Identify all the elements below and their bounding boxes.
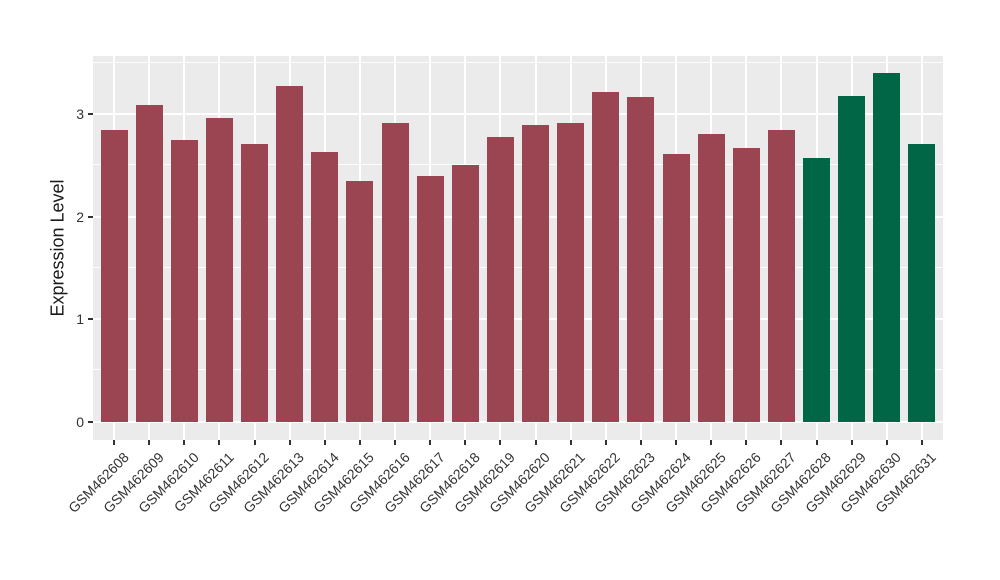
- x-tick-mark: [850, 440, 853, 445]
- y-tick-mark: [88, 318, 93, 320]
- x-tick-mark: [745, 440, 748, 445]
- bar-GSM462624: [662, 153, 690, 422]
- x-tick-mark: [288, 440, 291, 445]
- x-tick-mark: [639, 440, 642, 445]
- bar-GSM462622: [592, 91, 620, 422]
- bar-GSM462611: [205, 117, 233, 422]
- bar-GSM462617: [416, 175, 444, 422]
- bar-GSM462623: [627, 96, 655, 422]
- gridline-major: [93, 420, 943, 423]
- x-tick-mark: [218, 440, 221, 445]
- x-tick-mark: [113, 440, 116, 445]
- gridline-minor: [93, 164, 943, 166]
- x-tick-mark: [148, 440, 151, 445]
- bar-GSM462621: [557, 122, 585, 422]
- bar-GSM462626: [732, 147, 760, 422]
- x-tick-mark: [815, 440, 818, 445]
- x-tick-mark: [534, 440, 537, 445]
- gridline-minor: [93, 266, 943, 268]
- x-tick-mark: [394, 440, 397, 445]
- bar-GSM462613: [276, 85, 304, 422]
- x-tick-mark: [499, 440, 502, 445]
- bar-GSM462630: [873, 72, 901, 422]
- x-tick-mark: [429, 440, 432, 445]
- y-tick-label: 3: [76, 106, 84, 122]
- x-tick-mark: [675, 440, 678, 445]
- bar-GSM462627: [767, 129, 795, 422]
- gridline-major: [93, 318, 943, 320]
- x-tick-mark: [780, 440, 783, 445]
- gridline-major: [93, 113, 943, 115]
- y-tick-label: 2: [76, 209, 84, 225]
- x-tick-mark: [358, 440, 361, 445]
- bar-GSM462629: [838, 95, 866, 422]
- bar-GSM462608: [100, 129, 128, 422]
- y-axis-title: Expression Level: [47, 179, 68, 317]
- x-tick-mark: [323, 440, 326, 445]
- x-tick-mark: [183, 440, 186, 445]
- bar-GSM462620: [522, 124, 550, 422]
- bar-GSM462610: [170, 139, 198, 422]
- bar-GSM462625: [697, 133, 725, 422]
- x-tick-mark: [920, 440, 923, 445]
- y-tick-label: 1: [76, 311, 84, 327]
- x-tick-mark: [710, 440, 713, 445]
- y-tick-label: 0: [76, 414, 84, 430]
- y-tick-mark: [88, 113, 93, 115]
- gridline-minor: [93, 61, 943, 63]
- bar-GSM462631: [908, 143, 936, 422]
- x-tick-mark: [604, 440, 607, 445]
- y-tick-mark: [88, 421, 93, 423]
- gridline-minor: [93, 369, 943, 371]
- bar-GSM462612: [241, 143, 269, 422]
- bar-GSM462609: [135, 104, 163, 422]
- x-tick-mark: [569, 440, 572, 445]
- bar-GSM462614: [311, 151, 339, 422]
- x-tick-mark: [253, 440, 256, 445]
- plot-panel: [93, 56, 943, 440]
- bar-GSM462619: [486, 136, 514, 422]
- bar-GSM462618: [451, 164, 479, 422]
- bar-GSM462616: [381, 122, 409, 422]
- x-tick-mark: [885, 440, 888, 445]
- bar-GSM462615: [346, 180, 374, 422]
- x-tick-mark: [464, 440, 467, 445]
- gridline-major: [93, 215, 943, 218]
- y-tick-mark: [88, 216, 93, 218]
- bar-GSM462628: [803, 157, 831, 422]
